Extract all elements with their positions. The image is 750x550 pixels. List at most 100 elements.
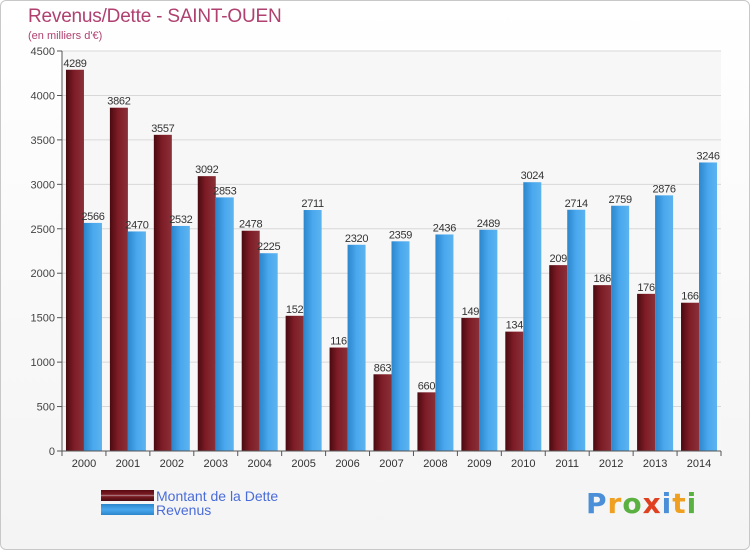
logo-letter: t: [672, 487, 687, 520]
dette-data-label: 176: [637, 282, 655, 294]
revenus-data-label: 2225: [257, 241, 280, 253]
revenus-data-label: 2320: [345, 233, 368, 245]
dette-data-label: 2478: [239, 219, 262, 231]
revenus-bar: [303, 210, 322, 451]
x-tick-label: 2004: [247, 458, 271, 470]
logo-letter: o: [622, 487, 643, 520]
chart-title: Revenus/Dette - SAINT-OUEN: [28, 6, 282, 27]
dette-data-label: 660: [418, 380, 436, 392]
logo-letter: i: [661, 487, 673, 520]
revenus-data-label: 2359: [389, 229, 412, 241]
revenus-bar: [523, 182, 542, 451]
dette-bar: [65, 69, 84, 451]
dette-bar: [593, 285, 612, 451]
dette-data-label: 166: [681, 291, 699, 303]
revenus-bar: [347, 244, 366, 451]
x-tick-label: 2001: [116, 458, 140, 470]
x-tick-label: 2011: [555, 458, 579, 470]
x-tick-label: 2008: [423, 458, 447, 470]
dette-data-label: 4289: [63, 58, 86, 70]
revenus-bar: [435, 234, 454, 451]
dette-data-label: 116: [330, 336, 347, 348]
y-tick-label: 2500: [31, 224, 55, 236]
dette-bar: [285, 315, 304, 451]
dette-bar: [241, 230, 260, 451]
x-tick-label: 2012: [599, 458, 623, 470]
revenus-data-label: 3246: [696, 150, 719, 162]
revenus-data-label: 3024: [521, 170, 544, 182]
revenus-data-label: 2853: [213, 185, 236, 197]
revenus-bar: [83, 222, 102, 451]
revenus-bar: [655, 195, 674, 451]
revenus-bar: [611, 205, 630, 451]
revenus-data-label: 2436: [433, 222, 456, 234]
dette-bar: [549, 265, 568, 451]
dette-data-label: 3092: [195, 164, 218, 176]
revenus-data-label: 2566: [81, 211, 104, 223]
y-tick-label: 2000: [31, 268, 55, 280]
y-tick-label: 1500: [31, 313, 55, 325]
y-tick-label: 4500: [31, 46, 55, 58]
revenus-data-label: 2876: [652, 183, 675, 195]
dette-data-label: 863: [374, 362, 392, 374]
revenus-bar: [215, 197, 234, 451]
dette-bar: [153, 134, 172, 452]
dette-data-label: 209: [550, 253, 568, 265]
logo-letter: x: [642, 487, 662, 520]
legend-label-revenus: Revenus: [156, 502, 212, 518]
dette-data-label: 186: [593, 273, 611, 285]
y-tick-label: 4000: [31, 90, 55, 102]
x-tick-label: 2009: [467, 458, 491, 470]
revenus-data-label: 2711: [301, 198, 324, 210]
revenus-data-label: 2759: [609, 194, 632, 206]
revenus-bar: [699, 162, 718, 451]
y-tick-label: 1000: [31, 357, 55, 369]
revenus-data-label: 2470: [125, 219, 148, 231]
revenus-bar: [171, 225, 190, 451]
logo-letter: r: [607, 487, 623, 520]
dette-bar: [373, 374, 392, 451]
revenus-data-label: 2714: [565, 198, 588, 210]
logo-letter: P: [586, 487, 608, 520]
y-tick-label: 0: [49, 446, 55, 458]
chart-subtitle: (en milliers d'€): [28, 30, 103, 42]
revenus-bar: [479, 229, 498, 451]
logo-letter: i: [686, 487, 698, 520]
x-tick-label: 2002: [160, 458, 184, 470]
dette-bar: [197, 176, 216, 451]
x-tick-label: 2007: [379, 458, 403, 470]
dette-bar: [461, 317, 480, 451]
legend-label-dette: Montant de la Dette: [156, 488, 279, 504]
revenus-bar: [259, 253, 278, 451]
revenus-bar: [391, 241, 410, 451]
x-tick-label: 2003: [204, 458, 228, 470]
x-tick-label: 2010: [511, 458, 535, 470]
legend-swatch-dette: [101, 490, 154, 501]
dette-bar: [505, 331, 524, 451]
revenus-data-label: 2489: [477, 218, 500, 230]
dette-bar: [329, 347, 348, 451]
x-tick-label: 2000: [72, 458, 96, 470]
y-tick-label: 3000: [31, 179, 55, 191]
dette-bar: [109, 107, 128, 451]
dette-data-label: 3557: [151, 123, 174, 135]
dette-data-label: 3862: [107, 96, 130, 108]
dette-bar: [417, 392, 436, 451]
dette-data-label: 152: [286, 304, 304, 316]
proxiti-logo: Proxiti: [586, 487, 697, 520]
revenus-bar: [127, 231, 146, 451]
dette-data-label: 134: [506, 320, 524, 332]
revenus-bar: [567, 209, 586, 451]
legend-swatch-revenus: [101, 504, 154, 515]
x-tick-label: 2013: [643, 458, 667, 470]
dette-data-label: 149: [462, 306, 480, 318]
y-tick-label: 500: [37, 402, 55, 414]
y-tick-label: 3500: [31, 135, 55, 147]
revenus-data-label: 2532: [169, 214, 192, 226]
x-tick-label: 2014: [687, 458, 711, 470]
dette-bar: [637, 293, 656, 451]
dette-bar: [681, 302, 700, 451]
x-tick-label: 2006: [335, 458, 359, 470]
